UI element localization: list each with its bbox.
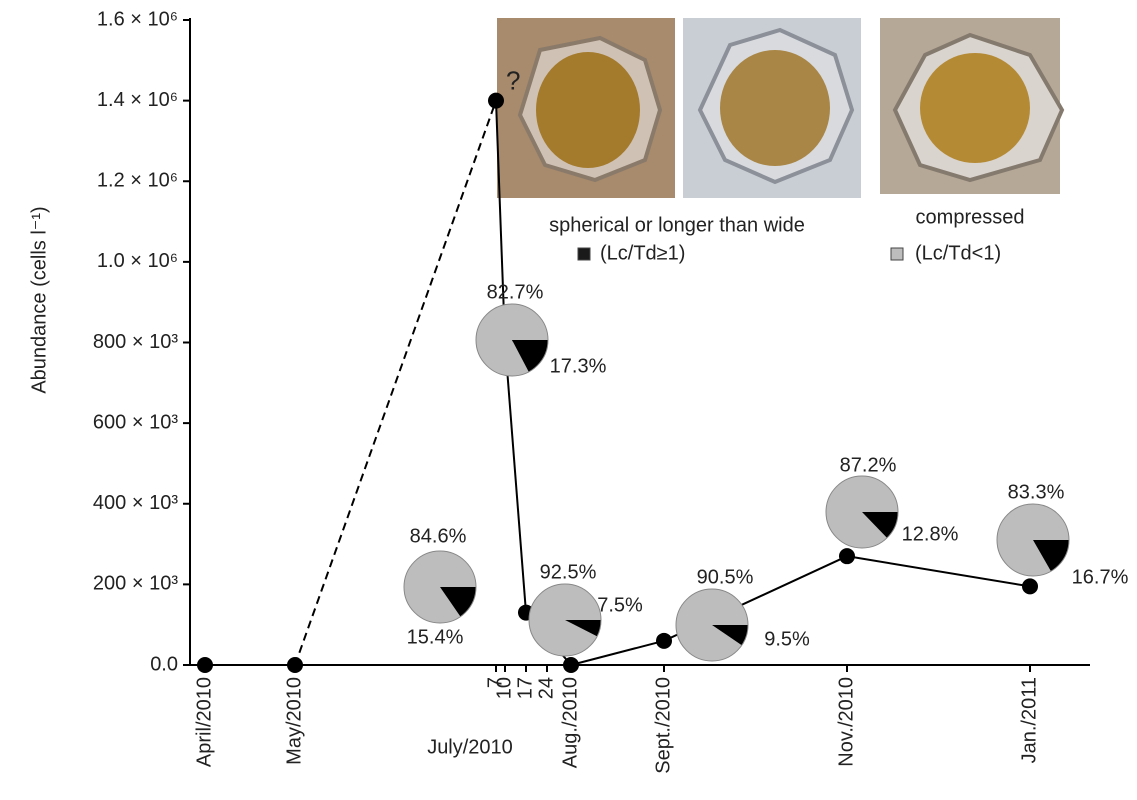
pie-wedge (826, 476, 898, 548)
point (1022, 578, 1038, 595)
pie-wedge (712, 625, 749, 646)
pie-label: 7.5% (597, 594, 643, 616)
y-tick-label: 1.4 × 10⁶ (97, 89, 178, 111)
point (488, 92, 504, 109)
pie-wedge (404, 551, 477, 623)
y-tick-label: 800 × 10³ (93, 331, 178, 353)
photo (497, 18, 675, 198)
photo (683, 18, 861, 198)
pie-label: 87.2% (840, 454, 897, 476)
pie-wedge (565, 619, 601, 637)
x-tick-label: Aug./2010 (559, 677, 581, 768)
x-tick-label: 24 (535, 677, 557, 699)
pie-label: 17.3% (550, 355, 607, 377)
point (287, 657, 303, 673)
pie-label: 82.7% (487, 281, 544, 303)
x-tick-label: May/2010 (283, 677, 305, 765)
x-tick-label: Jan./2011 (1018, 677, 1040, 763)
legend-label: (Lc/Td<1) (915, 242, 1001, 264)
pie-label: 15.4% (407, 626, 464, 648)
y-axis-label: Abundance (cells l⁻¹) (28, 206, 50, 393)
pie-outline (403, 550, 477, 624)
x-tick-label: 10 (493, 677, 515, 699)
y-tick-label: 1.6 × 10⁶ (97, 8, 178, 30)
legend-swatch (577, 247, 591, 261)
pie-outline (675, 588, 749, 662)
pie-label: 16.7% (1072, 566, 1129, 588)
pie-outline (825, 475, 899, 549)
annotation: ? (506, 66, 520, 96)
point (563, 657, 579, 673)
x-tick-label: Nov./2010 (835, 677, 857, 767)
x-tick-label: 7 (484, 677, 506, 688)
point (656, 632, 672, 649)
pie-label: 92.5% (540, 561, 597, 583)
y-tick-label: 1.2 × 10⁶ (97, 170, 178, 192)
pie-wedge (529, 584, 601, 656)
pie-wedge (862, 511, 898, 538)
point (197, 657, 213, 673)
pie-label: 90.5% (697, 566, 754, 588)
legend-text: compressed (916, 206, 1025, 228)
line-segment (504, 342, 527, 613)
pie-label: 12.8% (902, 523, 959, 545)
x-group-label: July/2010 (427, 736, 513, 758)
pie-outline (475, 303, 549, 377)
pie-outline (996, 503, 1070, 577)
y-tick-label: 200 × 10³ (93, 573, 178, 595)
x-tick-label: Sept./2010 (652, 677, 674, 774)
line-segment (294, 100, 497, 666)
pie-wedge (997, 504, 1069, 576)
pie-label: 83.3% (1008, 481, 1065, 503)
legend-label: (Lc/Td≥1) (600, 242, 685, 264)
point (839, 548, 855, 565)
y-tick-label: 600 × 10³ (93, 411, 178, 433)
pie-label: 84.6% (410, 525, 467, 547)
pie-outline (528, 583, 602, 657)
x-tick-label: 17 (514, 677, 536, 699)
pie-wedge (676, 589, 749, 661)
line-segment (495, 100, 506, 343)
pie-wedge (475, 304, 548, 376)
legend-swatch (890, 247, 904, 261)
pie-label: 9.5% (764, 628, 810, 650)
y-tick-label: 1.0 × 10⁶ (97, 250, 178, 272)
photo (880, 18, 1065, 194)
y-tick-label: 400 × 10³ (93, 492, 178, 514)
pie-wedge (440, 587, 477, 617)
pie-wedge (512, 339, 548, 372)
line-segment (570, 639, 665, 666)
y-tick-label: 0.0 (150, 653, 178, 675)
line-segment (846, 555, 1031, 588)
legend-text: spherical or longer than wide (549, 214, 805, 236)
x-tick-label: April/2010 (193, 677, 215, 767)
